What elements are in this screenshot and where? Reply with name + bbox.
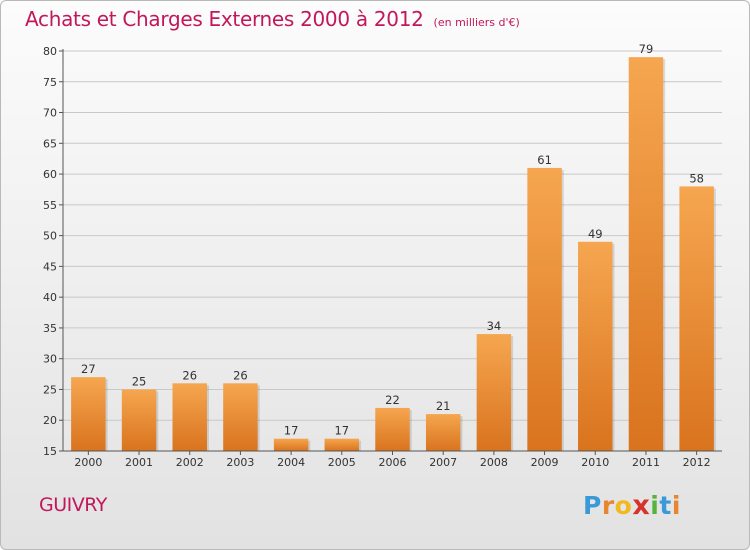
- y-tick-label: 15: [43, 445, 57, 458]
- y-tick-label: 45: [43, 260, 57, 273]
- axes: 15 20 25 30 35 40 45 50 55 60 65 70 75 80 2000 2001 2002…: [43, 45, 722, 469]
- bar-2010: [578, 241, 613, 451]
- chart-title-text: Achats et Charges Externes 2000 à 2012: [25, 7, 424, 31]
- x-tick-label: 2006: [379, 456, 407, 469]
- y-tick-label: 30: [43, 353, 57, 366]
- x-tick-label: 2002: [176, 456, 204, 469]
- data-label: 26: [182, 368, 197, 382]
- bar-2008: [476, 334, 512, 451]
- bar-2005: [324, 438, 360, 451]
- logo-letter: r: [601, 491, 615, 520]
- data-label: 26: [233, 368, 248, 382]
- x-tick-label: 2008: [480, 456, 508, 469]
- bars: [71, 57, 716, 452]
- bar-2002: [172, 383, 207, 451]
- x-tick-label: 2012: [683, 456, 711, 469]
- bar-2004: [273, 438, 309, 451]
- data-label: 49: [588, 227, 603, 241]
- logo-letter: o: [614, 491, 633, 520]
- chart-title: Achats et Charges Externes 2000 à 2012 (e…: [25, 7, 520, 31]
- data-label: 79: [639, 42, 654, 56]
- bar-2012: [679, 186, 714, 451]
- data-label: 61: [537, 153, 552, 167]
- x-tick-label: 2000: [74, 456, 102, 469]
- data-label: 17: [284, 424, 299, 438]
- bar-2011: [628, 57, 664, 452]
- bar-2009: [527, 167, 562, 451]
- logo-letter: P: [583, 491, 602, 520]
- y-tick-label: 20: [43, 414, 57, 427]
- x-tick-label: 2011: [632, 456, 660, 469]
- logo-letter: i: [650, 491, 660, 520]
- proxiti-logo: Proxiti: [583, 490, 681, 521]
- x-tick-label: 2007: [429, 456, 457, 469]
- x-tick-label: 2003: [226, 456, 254, 469]
- y-tick-label: 65: [43, 137, 57, 150]
- x-tick-label: 2010: [581, 456, 609, 469]
- bar-2007: [425, 414, 461, 451]
- x-tick-label: 2005: [328, 456, 356, 469]
- data-label: 21: [436, 399, 451, 413]
- chart-subtitle: (en milliers d'€): [433, 16, 520, 29]
- y-tick-label: 60: [43, 168, 57, 181]
- y-tick-label: 40: [43, 291, 57, 304]
- data-label: 25: [132, 374, 147, 388]
- data-label: 22: [385, 393, 400, 407]
- logo-letter: t: [659, 491, 672, 520]
- y-tick-label: 80: [43, 45, 57, 58]
- y-tick-label: 35: [43, 322, 57, 335]
- bar-2001: [121, 389, 157, 451]
- y-tick-label: 70: [43, 107, 57, 120]
- bar-2003: [223, 383, 258, 451]
- logo-letter: x: [632, 490, 651, 521]
- data-label: 27: [81, 362, 96, 376]
- data-label: 17: [334, 424, 349, 438]
- logo-letter: i: [671, 491, 681, 520]
- y-tick-label: 55: [43, 199, 57, 212]
- commune-name: GUIVRY: [39, 494, 107, 516]
- grid-lines: [63, 50, 722, 421]
- bar-2000: [71, 377, 106, 451]
- y-tick-label: 75: [43, 76, 57, 89]
- x-tick-label: 2001: [125, 456, 153, 469]
- labels: 27 25 26 26 17 17 22 21 34 61 49 79 58: [81, 42, 704, 438]
- y-tick-label: 25: [43, 383, 57, 396]
- data-label: 34: [487, 319, 502, 333]
- x-tick-label: 2009: [531, 456, 559, 469]
- x-tick-label: 2004: [277, 456, 305, 469]
- bar-2006: [375, 407, 410, 451]
- y-tick-label: 50: [43, 230, 57, 243]
- data-label: 58: [689, 171, 704, 185]
